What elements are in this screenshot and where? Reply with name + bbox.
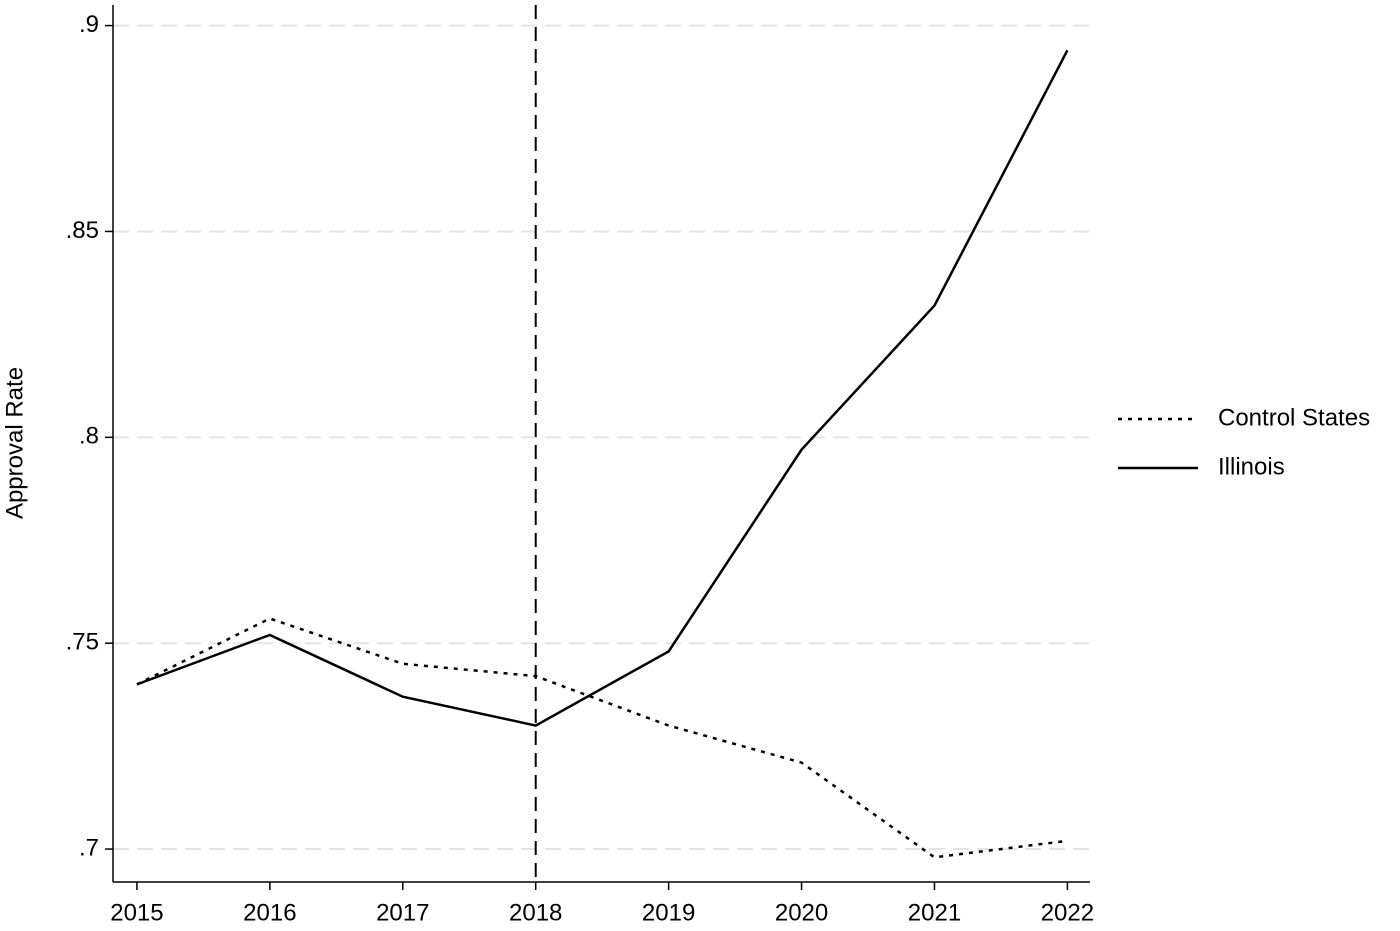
x-tick-label: 2016: [243, 899, 296, 926]
x-tick-label: 2019: [642, 899, 695, 926]
x-tick-label: 2020: [775, 899, 828, 926]
y-tick-label: .7: [79, 834, 99, 861]
y-tick-label: .9: [79, 11, 99, 38]
y-tick-label: .8: [79, 423, 99, 450]
x-tick-label: 2018: [509, 899, 562, 926]
y-tick-label: .75: [66, 629, 99, 656]
x-tick-label: 2015: [110, 899, 163, 926]
x-tick-label: 2017: [376, 899, 429, 926]
y-tick-label: .85: [66, 217, 99, 244]
series-line: [136, 617, 1068, 859]
y-axis-label: Approval Rate: [1, 367, 28, 519]
legend-label: Illinois: [1218, 453, 1285, 480]
x-tick-label: 2022: [1041, 899, 1094, 926]
series-line: [136, 49, 1069, 727]
x-tick-label: 2021: [908, 899, 961, 926]
legend-label: Control States: [1218, 404, 1370, 431]
